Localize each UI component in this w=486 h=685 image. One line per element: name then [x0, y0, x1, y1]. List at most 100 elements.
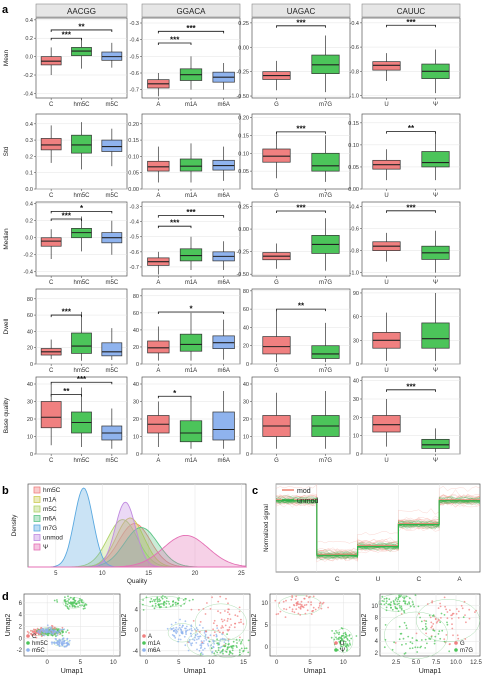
signal-trace-mod [275, 497, 481, 561]
point-m1A [228, 653, 231, 656]
point-U [305, 603, 308, 606]
sig-bracket [50, 210, 113, 214]
signal-trace-unmod [275, 495, 481, 556]
y-tick-label: 0.00 [128, 187, 139, 193]
facet-strip [35, 3, 128, 18]
y-tick-label: 4 [135, 608, 139, 614]
sig-stars: *** [406, 382, 416, 391]
point-hm5C [64, 596, 66, 599]
x-tick-label: 0 [275, 660, 279, 666]
point-m7G [420, 620, 423, 623]
point-m6A [196, 633, 199, 635]
box-m7G [311, 345, 340, 359]
point-m5C [66, 637, 69, 640]
point-m1A [222, 645, 225, 647]
point-U [299, 603, 302, 606]
point-m6A [207, 644, 210, 647]
point-C [26, 630, 29, 633]
point-A [201, 641, 204, 644]
x-tick-label: A [156, 368, 160, 374]
box-m5C [101, 139, 123, 152]
point-U [309, 596, 311, 598]
point-G [429, 616, 432, 619]
point-G [463, 600, 466, 603]
point-G [461, 607, 464, 610]
signal-trace-unmod [275, 499, 481, 560]
point-m1A [154, 605, 157, 607]
point-Ψ [341, 645, 343, 648]
point-hm5C [81, 599, 83, 601]
legend-key [26, 634, 30, 638]
y-tick-label: -0.7 [130, 265, 139, 271]
point-m7G [398, 596, 400, 598]
point-Ψ [346, 648, 349, 650]
point-m7G [462, 616, 465, 619]
point-m5C [63, 645, 66, 648]
point-hm5C [71, 601, 73, 604]
legend-key [26, 641, 30, 645]
point-U [297, 612, 300, 615]
point-U [300, 600, 303, 603]
point-Ψ [333, 632, 336, 635]
point-m7G [437, 633, 440, 635]
point-Ψ [330, 636, 333, 639]
x-tick-label: U [384, 458, 388, 464]
point-m1A [217, 649, 220, 652]
point-m5C [52, 632, 55, 635]
point-G [455, 613, 458, 615]
point-m7G [432, 629, 435, 632]
legend-label: m6A [43, 516, 57, 523]
point-m6A [177, 638, 180, 641]
point-m5C [60, 642, 63, 644]
point-m5C [45, 631, 48, 633]
point-hm5C [79, 598, 81, 600]
density-contour [195, 603, 247, 642]
legend-key [33, 505, 41, 513]
facet-label: UAGAC [287, 7, 316, 16]
point-m6A [197, 635, 199, 638]
point-m6A [171, 634, 174, 636]
point-m5C [56, 642, 58, 644]
x-tick-label: 10 [110, 660, 117, 666]
box-Ψ [421, 322, 450, 349]
point-A [240, 618, 242, 621]
point-G [446, 611, 449, 613]
density-contour [167, 623, 197, 643]
signal-trace-mod [275, 497, 481, 562]
point-m6A [216, 627, 219, 629]
x-tick-label: m5C [105, 102, 118, 108]
point-hm5C [69, 596, 72, 599]
point-m1A [238, 639, 241, 641]
point-m6A [184, 644, 187, 647]
box-hm5C [71, 134, 92, 154]
point-m7G [430, 636, 433, 638]
signal-mean-unmod [276, 500, 480, 556]
y-tick-label: 0.1 [25, 171, 33, 177]
point-m7G [434, 635, 437, 638]
point-m1A [216, 638, 219, 641]
x-tick-label: hm5C [73, 102, 90, 108]
x-tick-label: G [274, 368, 279, 374]
point-hm5C [78, 602, 80, 604]
point-m7G [404, 602, 407, 605]
point-A [222, 626, 224, 629]
point-m1A [172, 600, 175, 602]
y-tick-label: 6 [375, 627, 379, 633]
facet-label: AACGG [67, 7, 96, 16]
y-tick-label: -0.4 [130, 38, 139, 44]
point-m5C [41, 627, 44, 630]
x-tick-label: 10.0 [450, 660, 462, 666]
x-tick-label: m1A [185, 193, 197, 199]
point-m1A [150, 598, 153, 600]
point-U [295, 604, 298, 607]
point-m6A [185, 627, 187, 630]
x-tick-label: U [384, 193, 388, 199]
point-m6A [215, 635, 218, 637]
point-G [431, 625, 433, 628]
point-m7G [439, 621, 442, 624]
point-m6A [190, 632, 192, 635]
point-m6A [183, 635, 186, 638]
point-m6A [178, 634, 181, 637]
point-m1A [165, 600, 168, 602]
point-m7G [411, 601, 414, 603]
